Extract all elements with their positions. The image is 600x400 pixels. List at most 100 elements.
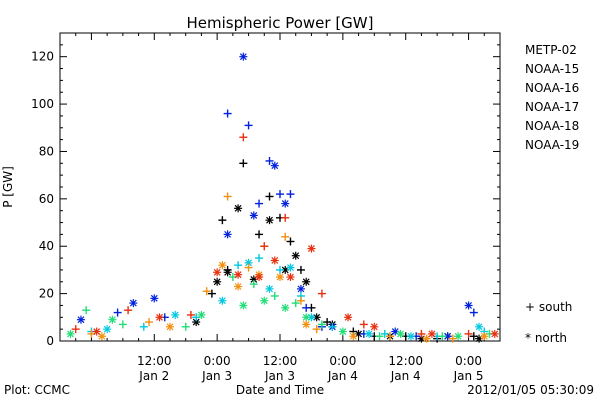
north-point-d2: [271, 162, 279, 170]
y-tick-label: 60: [39, 192, 54, 206]
south-point: [281, 213, 290, 222]
north-point: [192, 318, 201, 327]
legend: METP-02 NOAA-15 NOAA-16 NOAA-17 NOAA-18 NOAA-…: [525, 43, 579, 152]
north-point-d2: [98, 332, 106, 340]
x-tick-label-date: Jan 3: [201, 369, 232, 383]
x-tick-label-date: Jan 4: [390, 369, 421, 383]
south-point: [417, 329, 426, 338]
x-tick-label: 12:00: [263, 354, 298, 368]
north-point: [307, 244, 316, 253]
north-point-d2: [234, 271, 242, 279]
legend-entry: METP-02: [525, 43, 577, 57]
north-point-d2: [93, 328, 101, 335]
x-tick-label: 0:00: [329, 354, 356, 368]
south-point: [317, 320, 326, 329]
north-point-d2: [198, 311, 205, 319]
north-point: [108, 315, 117, 324]
north-point-d2: [491, 330, 499, 338]
north-point: [370, 322, 379, 331]
legend-entry: NOAA-16: [525, 81, 579, 95]
south-point: [260, 242, 269, 251]
north-point: [464, 301, 473, 310]
south-point: [244, 263, 253, 272]
north-point: [223, 230, 232, 239]
south-point: [202, 287, 211, 296]
north-point: [249, 211, 258, 220]
north-point-d2: [428, 330, 436, 338]
north-point-d2: [480, 332, 488, 340]
north-point: [475, 322, 484, 331]
south-point: [286, 190, 295, 199]
north-point-d2: [218, 297, 226, 305]
north-point: [302, 277, 311, 286]
south-point: [276, 265, 284, 274]
x-tick-label-date: Jan 4: [327, 369, 358, 383]
south-point: [276, 190, 284, 199]
south-point: [302, 303, 311, 312]
y-tick-label: 120: [31, 50, 54, 64]
x-tick-label-date: Jan 2: [138, 369, 169, 383]
south-point: [207, 289, 216, 298]
data-points: [66, 52, 499, 343]
x-tick-label-date: Jan 3: [264, 369, 295, 383]
north-point-d2: [339, 328, 347, 335]
south-point: [255, 199, 264, 208]
north-point: [129, 299, 138, 308]
north-point: [490, 329, 499, 338]
north-point-d2: [276, 273, 284, 281]
north-point-d2: [349, 332, 357, 340]
north-point-d2: [313, 313, 321, 321]
north-point: [270, 161, 279, 170]
legend-entry: NOAA-19: [525, 138, 579, 152]
legend-entry: NOAA-18: [525, 119, 579, 133]
north-point-d2: [171, 311, 179, 319]
y-tick-label: 40: [39, 239, 54, 253]
north-point-d2: [287, 273, 294, 281]
south-point: [139, 322, 148, 331]
south-point: [281, 232, 290, 241]
north-point: [265, 216, 274, 225]
north-point-d2: [344, 313, 352, 321]
south-point: [181, 322, 190, 331]
north-point-d2: [213, 268, 221, 276]
south-point: [223, 109, 232, 118]
south-point: [186, 310, 195, 319]
north-point-d2: [302, 313, 310, 321]
north-point: [344, 313, 353, 322]
north-point-d2: [224, 230, 232, 238]
south-point: [239, 159, 248, 168]
north-point: [234, 204, 243, 213]
north-point-d2: [234, 204, 242, 212]
north-point: [260, 296, 269, 305]
north-point: [349, 332, 358, 341]
north-point-d2: [281, 304, 289, 312]
north-point: [166, 322, 174, 331]
north-point-d2: [150, 294, 158, 302]
south-point: [359, 320, 368, 329]
north-point: [302, 320, 311, 329]
north-point: [92, 327, 101, 336]
north-point-d2: [407, 332, 415, 340]
north-point-d2: [255, 273, 263, 281]
north-point-d2: [239, 53, 247, 61]
south-point: [448, 334, 457, 343]
south-point: [255, 254, 264, 263]
x-tick-label: 12:00: [388, 354, 423, 368]
legend-entry: NOAA-17: [525, 100, 579, 114]
south-point: [328, 322, 337, 331]
north-point-d2: [218, 261, 226, 269]
north-point-d2: [245, 259, 252, 267]
north-point-d2: [234, 283, 242, 290]
north-point-d2: [444, 332, 452, 340]
north-point: [218, 261, 227, 270]
north-point: [213, 268, 222, 277]
north-point-d2: [260, 297, 268, 305]
north-point: [338, 327, 347, 336]
north-point-d2: [302, 320, 310, 328]
south-point: [124, 306, 133, 315]
north-point: [281, 199, 290, 208]
south-point: [317, 289, 326, 298]
north-point-d2: [475, 323, 483, 331]
north-point: [197, 310, 206, 319]
legend-entry: NOAA-15: [525, 62, 579, 76]
